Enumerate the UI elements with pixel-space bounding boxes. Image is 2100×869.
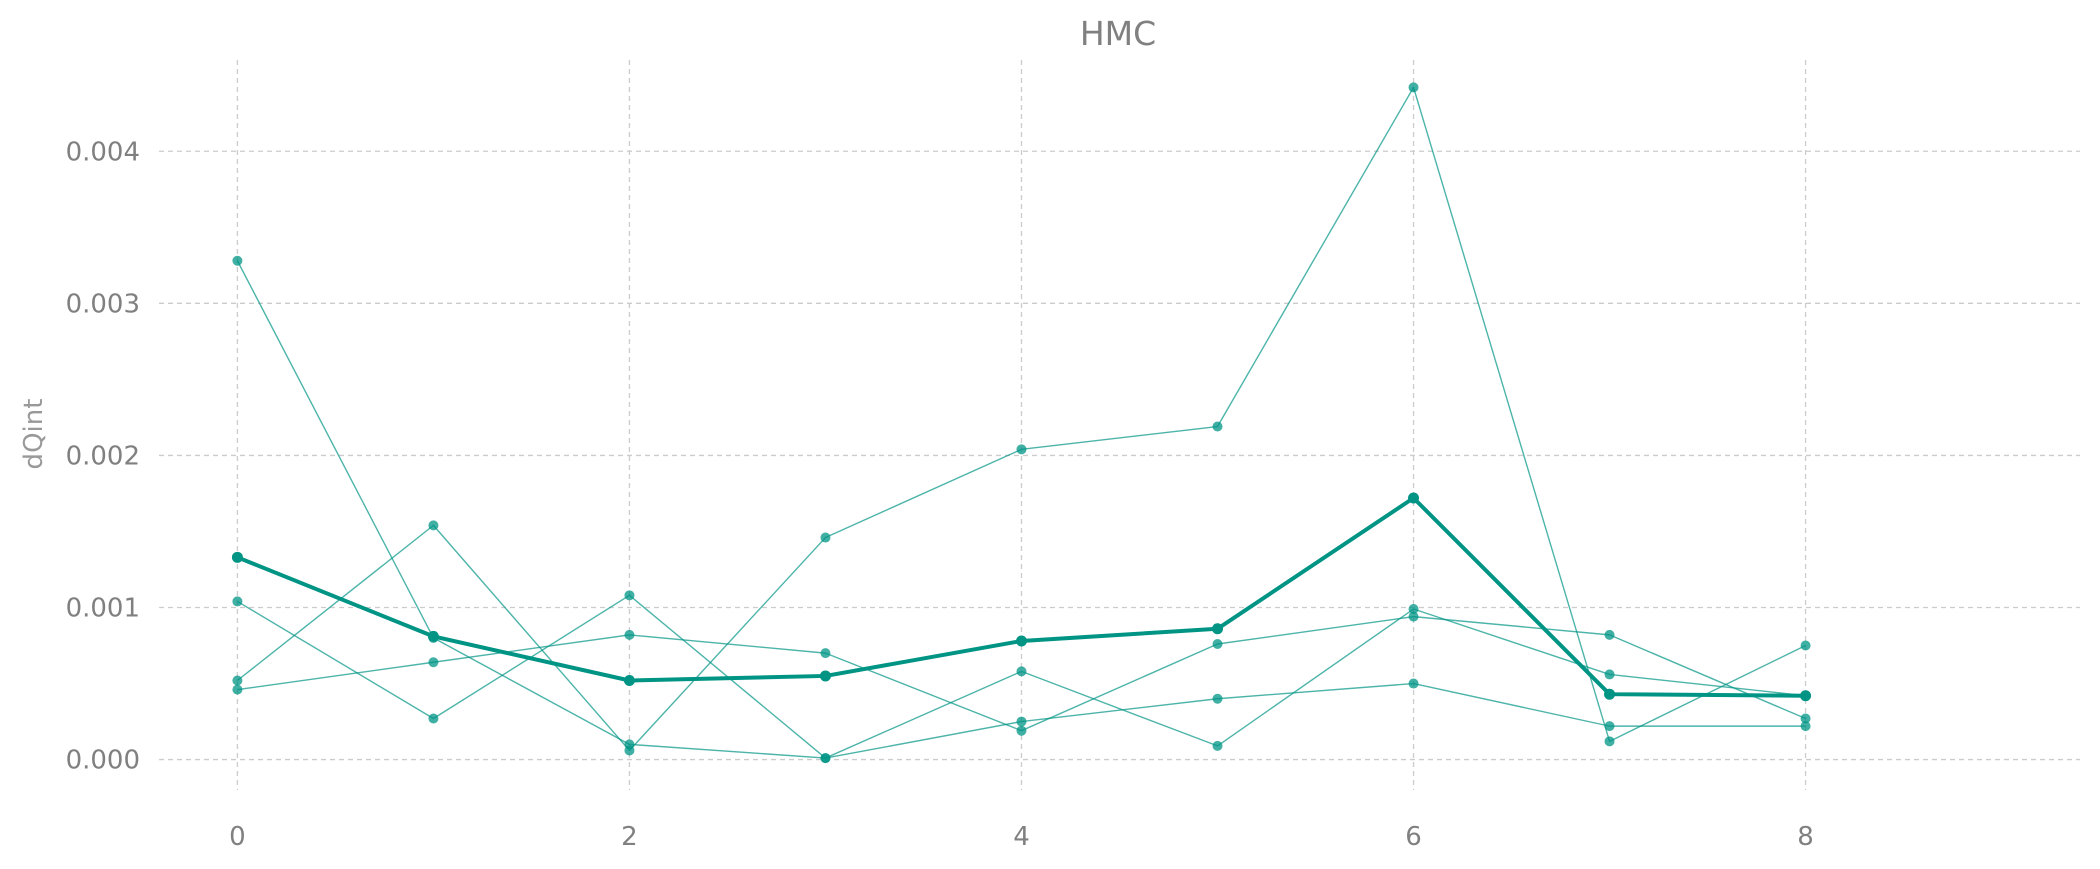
run-series (232, 590, 1811, 764)
y-axis-label: dQint (19, 399, 49, 470)
data-point (427, 630, 439, 642)
x-tick-label: 6 (1405, 822, 1422, 852)
y-tick-label: 0.001 (66, 594, 140, 624)
series-lines (231, 82, 1812, 764)
data-point (1016, 716, 1027, 727)
data-point (1212, 693, 1223, 704)
data-point (1408, 604, 1419, 615)
data-point (1212, 740, 1223, 751)
data-point (428, 657, 439, 668)
data-point (231, 551, 243, 563)
data-point (232, 255, 243, 266)
grid (159, 60, 2080, 790)
x-tick-label: 0 (229, 822, 246, 852)
run-series (232, 82, 1811, 756)
data-point (1604, 688, 1616, 700)
data-point (1016, 725, 1027, 736)
data-point (1016, 666, 1027, 677)
data-point (1604, 629, 1615, 640)
data-point (820, 648, 831, 659)
data-point (232, 684, 243, 695)
y-tick-label: 0.004 (66, 137, 140, 167)
data-point (428, 520, 439, 531)
chart-title: HMC (1080, 14, 1156, 53)
x-tick-label: 8 (1797, 822, 1814, 852)
mean-series (231, 492, 1812, 702)
data-point (1212, 421, 1223, 432)
data-point (1800, 713, 1811, 724)
data-point (820, 753, 831, 764)
run-series (232, 255, 1811, 764)
y-tick-labels: 0.000 0.001 0.002 0.003 0.004 (66, 137, 140, 775)
data-point (624, 745, 635, 756)
x-tick-label: 4 (1013, 822, 1030, 852)
x-tick-label: 2 (621, 822, 638, 852)
y-tick-label: 0.002 (66, 441, 140, 471)
data-point (428, 713, 439, 724)
data-point (1016, 444, 1027, 455)
data-point (1408, 492, 1420, 504)
y-tick-label: 0.000 (66, 746, 140, 776)
data-point (1408, 678, 1419, 689)
data-point (1800, 640, 1811, 651)
data-point (1604, 721, 1615, 732)
data-point (624, 629, 635, 640)
data-point (1604, 736, 1615, 747)
data-point (232, 675, 243, 686)
data-point (1604, 669, 1615, 680)
data-point (819, 670, 831, 682)
data-point (624, 590, 635, 601)
data-point (1408, 82, 1419, 93)
data-point (1212, 639, 1223, 649)
data-point (1015, 635, 1027, 647)
data-point (1800, 690, 1812, 702)
data-point (1408, 611, 1419, 622)
data-point (820, 532, 831, 543)
x-tick-labels: 0 2 4 6 8 (229, 822, 1814, 852)
data-point (232, 596, 243, 607)
data-point (1800, 721, 1811, 732)
data-point (623, 675, 635, 686)
data-point (1212, 623, 1224, 635)
y-tick-label: 0.003 (66, 289, 140, 319)
